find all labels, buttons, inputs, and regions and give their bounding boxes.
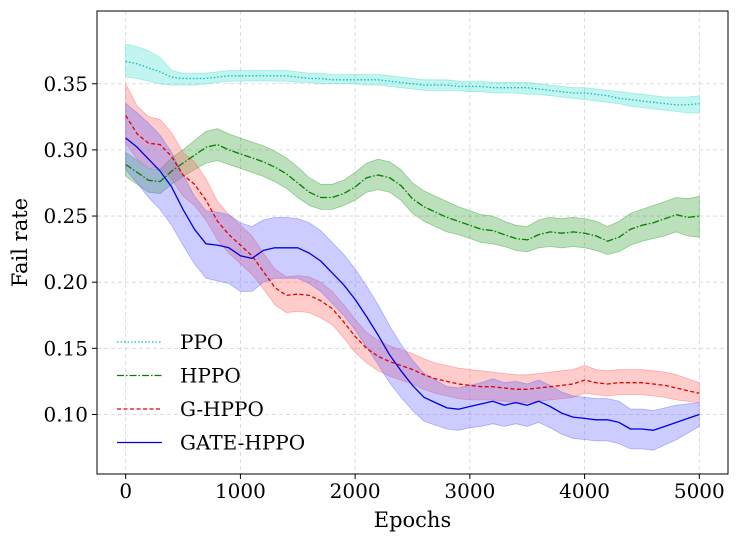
line-hppo bbox=[125, 143, 700, 242]
legend-label-ppo: PPO bbox=[180, 330, 223, 354]
x-axis-title: Epochs bbox=[374, 508, 451, 532]
band-ppo bbox=[125, 43, 700, 114]
legend-label-gate-hppo: GATE-HPPO bbox=[180, 431, 305, 455]
y-axis-ticks: 0.10 0.15 0.20 0.25 0.30 0.35 bbox=[43, 72, 97, 426]
y-tick-label: 0.35 bbox=[43, 72, 88, 96]
x-tick-label: 1000 bbox=[215, 479, 266, 503]
y-tick-label: 0.20 bbox=[43, 270, 88, 294]
band-hppo bbox=[125, 128, 700, 255]
x-tick-label: 5000 bbox=[674, 479, 725, 503]
y-tick-label: 0.25 bbox=[43, 204, 88, 228]
x-tick-label: 2000 bbox=[330, 479, 381, 503]
y-tick-label: 0.30 bbox=[43, 138, 88, 162]
grid-lines bbox=[97, 11, 728, 474]
x-axis-ticks: 0 1000 2000 3000 4000 5000 bbox=[119, 474, 725, 503]
x-tick-label: 4000 bbox=[559, 479, 610, 503]
line-gate-hppo bbox=[125, 137, 700, 431]
y-axis-title: Fail rate bbox=[8, 198, 32, 287]
confidence-bands bbox=[125, 43, 700, 451]
x-tick-label: 0 bbox=[119, 479, 132, 503]
y-tick-label: 0.15 bbox=[43, 336, 88, 360]
line-g-hppo bbox=[125, 115, 700, 394]
legend: PPO HPPO G-HPPO GATE-HPPO bbox=[117, 330, 305, 455]
band-gate-hppo bbox=[125, 102, 700, 451]
plot-area-frame bbox=[96, 10, 729, 475]
legend-label-g-hppo: G-HPPO bbox=[180, 397, 264, 421]
line-ppo bbox=[125, 60, 700, 106]
x-tick-label: 3000 bbox=[444, 479, 495, 503]
band-g-hppo bbox=[125, 83, 700, 404]
legend-label-hppo: HPPO bbox=[180, 364, 241, 388]
y-tick-label: 0.10 bbox=[43, 402, 88, 426]
series-lines bbox=[125, 60, 700, 431]
